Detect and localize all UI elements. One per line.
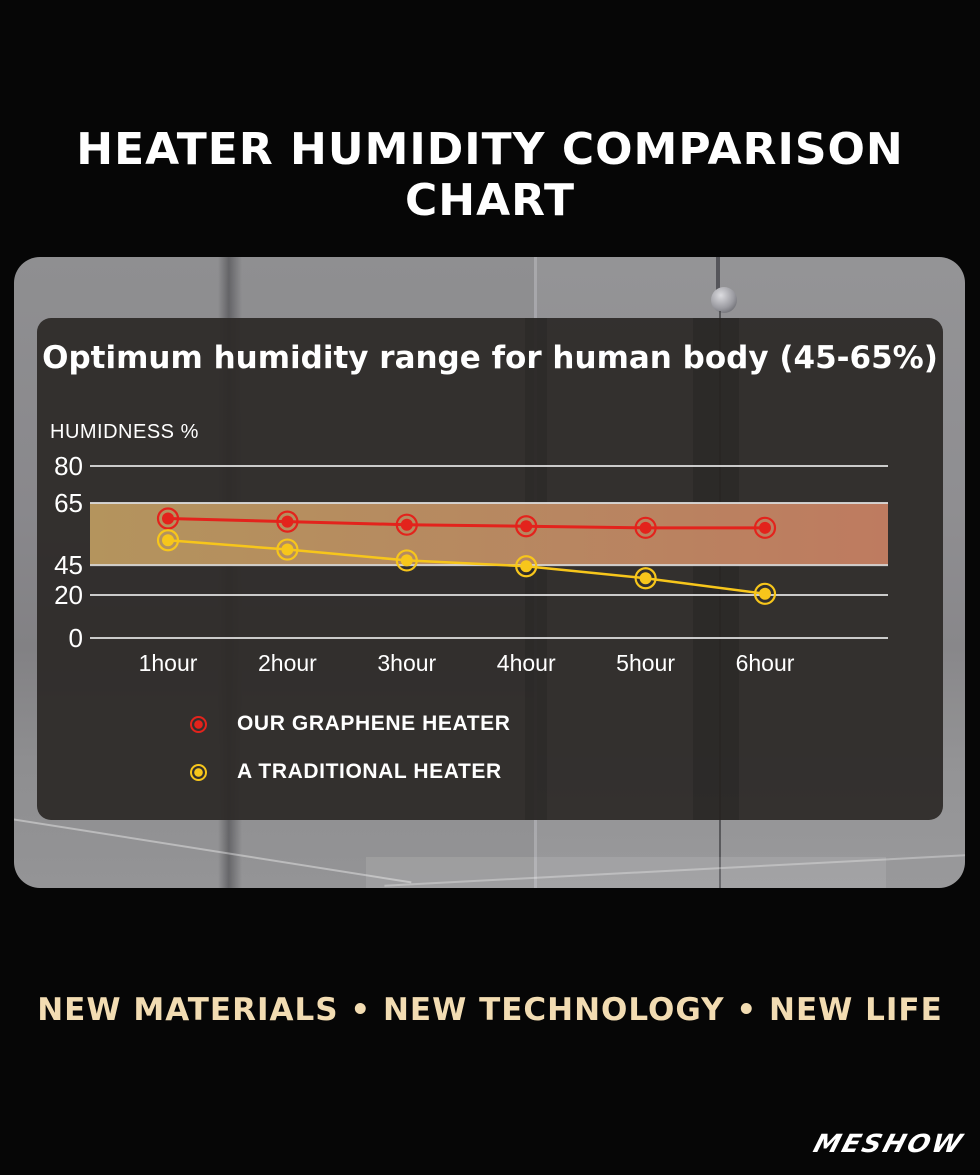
legend-label: OUR GRAPHENE HEATER — [237, 712, 511, 735]
data-point-ring — [276, 510, 299, 533]
data-point-ring — [634, 516, 657, 539]
data-point-ring — [395, 549, 418, 572]
data-point — [759, 521, 771, 534]
data-point — [162, 534, 174, 547]
brand-logo: MESHOW — [810, 1129, 968, 1158]
chart-title: Optimum humidity range for human body (4… — [42, 340, 938, 376]
y-tick-45: 45 — [54, 550, 83, 580]
data-point — [281, 515, 294, 528]
data-point-ring — [515, 555, 538, 578]
data-point-ring — [515, 515, 538, 538]
footer-tagline: NEW MATERIALS • NEW TECHNOLOGY • NEW LIF… — [37, 992, 943, 1028]
photo-shadow-strip — [693, 318, 739, 820]
optimum-band — [90, 502, 888, 566]
legend-dot-icon — [190, 715, 207, 733]
series-line-0 — [167, 517, 765, 530]
chart-legend: OUR GRAPHENE HEATER A TRADITIONAL HEATER — [190, 710, 511, 786]
legend-dot-icon — [190, 763, 207, 781]
y-tick-80: 80 — [54, 451, 83, 481]
data-point-ring — [156, 529, 180, 552]
shower-arm — [716, 257, 720, 303]
data-point — [400, 518, 413, 531]
data-point — [759, 587, 771, 600]
data-point-ring — [753, 516, 777, 539]
bathroom-photo-panel: Optimum humidity range for human body (4… — [14, 257, 965, 888]
y-tick-20: 20 — [54, 580, 83, 610]
chart-panel: Optimum humidity range for human body (4… — [37, 318, 943, 820]
data-point-ring — [395, 513, 418, 536]
data-point — [281, 543, 294, 556]
data-point — [400, 554, 413, 567]
shower-valve-icon — [711, 287, 737, 313]
x-label-4hour: 4hour — [497, 650, 556, 676]
series-line-1 — [167, 538, 766, 596]
y-axis-label: HUMIDNESS % — [50, 421, 199, 443]
x-label-6hour: 6hour — [736, 650, 795, 676]
data-point-ring — [634, 567, 657, 590]
bathtub-rim-left — [14, 812, 412, 884]
y-tick-65: 65 — [54, 488, 83, 518]
data-point-ring — [753, 582, 777, 605]
data-point — [520, 560, 533, 573]
data-point — [639, 572, 652, 585]
bathtub-face — [366, 857, 886, 888]
data-point — [639, 521, 652, 534]
legend-label: A TRADITIONAL HEATER — [237, 760, 502, 783]
legend-item-0: OUR GRAPHENE HEATER — [190, 710, 511, 738]
x-label-1hour: 1hour — [139, 650, 198, 676]
data-point — [162, 512, 174, 525]
data-point-ring — [276, 538, 299, 561]
legend-item-1: A TRADITIONAL HEATER — [190, 758, 511, 786]
data-point — [520, 520, 533, 533]
y-tick-0: 0 — [69, 623, 83, 653]
x-label-3hour: 3hour — [377, 650, 436, 676]
data-point-ring — [156, 507, 180, 530]
x-label-5hour: 5hour — [616, 650, 675, 676]
page-title: HEATER HUMIDITY COMPARISON CHART — [76, 124, 904, 226]
x-label-2hour: 2hour — [258, 650, 317, 676]
